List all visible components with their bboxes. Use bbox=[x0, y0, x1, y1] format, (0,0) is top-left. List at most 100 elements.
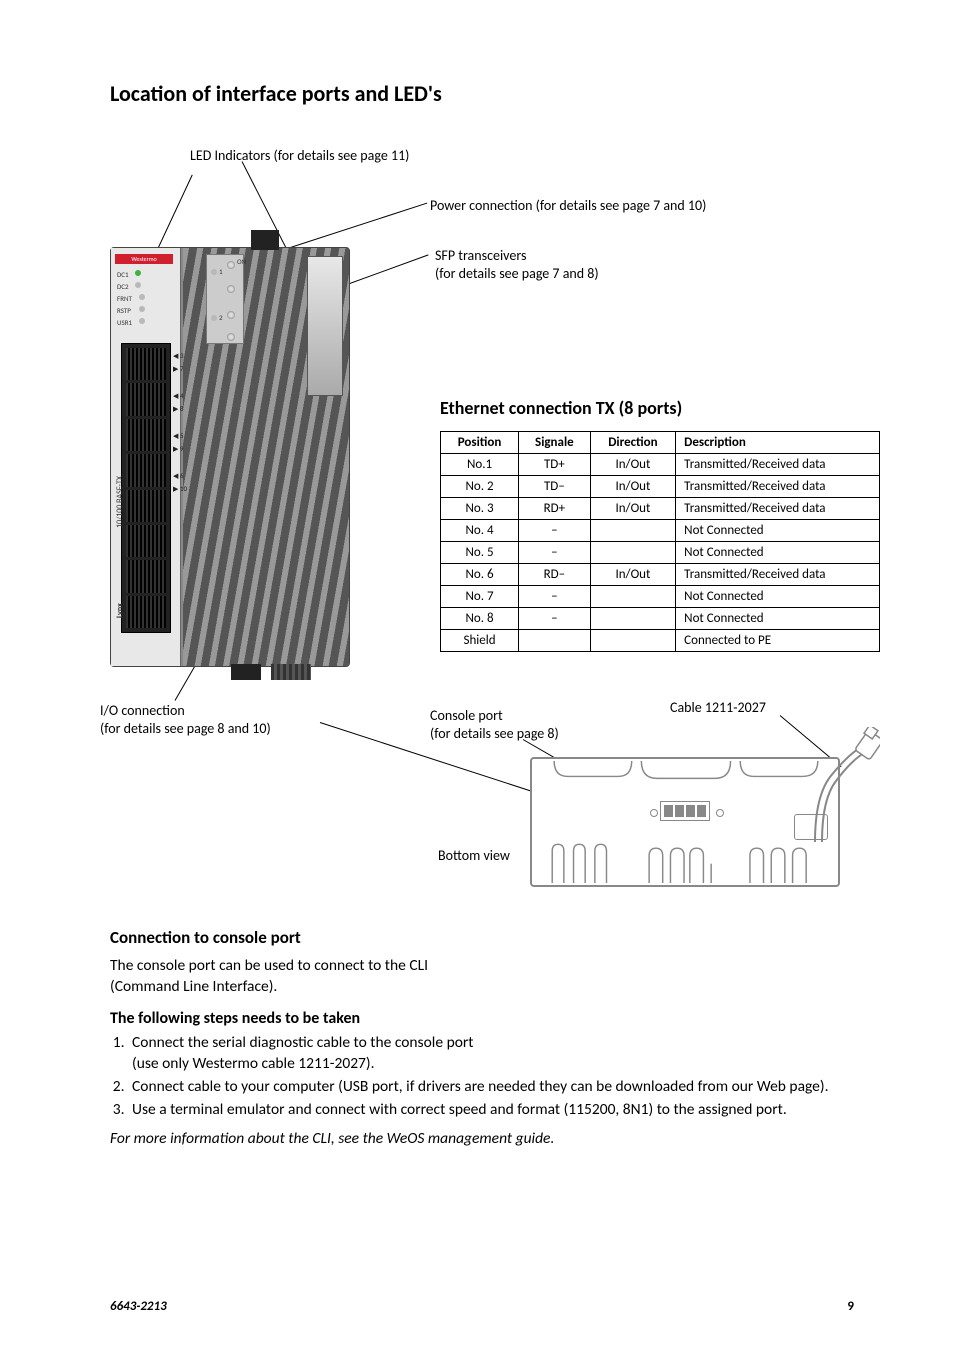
pn: 8 bbox=[180, 404, 184, 413]
rj45-port bbox=[126, 383, 166, 415]
table-cell: No.1 bbox=[441, 454, 519, 476]
rj45-port bbox=[126, 490, 166, 522]
screw-icon bbox=[227, 261, 235, 269]
table-cell: Not Connected bbox=[676, 520, 880, 542]
callout-led-indicators: LED Indicators (for details see page 11) bbox=[190, 147, 409, 165]
table-cell: Not Connected bbox=[676, 608, 880, 630]
p1: The console port can be used to connect … bbox=[110, 956, 428, 975]
table-cell: In/Out bbox=[590, 476, 676, 498]
table-cell bbox=[590, 586, 676, 608]
led-2 bbox=[211, 315, 217, 321]
device-front-panel: Westermo DC1 DC2 FRNT RSTP USR1 bbox=[111, 248, 181, 666]
steps-list: Connect the serial diagnostic cable to t… bbox=[128, 1033, 854, 1121]
step-l1: Use a terminal emulator and connect with… bbox=[132, 1100, 787, 1119]
rj45-port bbox=[126, 454, 166, 486]
screw-icon bbox=[227, 333, 235, 341]
th-direction: Direction bbox=[590, 432, 676, 454]
bottom-view-outline bbox=[530, 757, 840, 887]
table-cell bbox=[590, 542, 676, 564]
bottom-view-illustration bbox=[530, 757, 840, 887]
table-cell: TD– bbox=[519, 476, 591, 498]
table-cell: No. 8 bbox=[441, 608, 519, 630]
page-title: Location of interface ports and LED's bbox=[110, 80, 854, 107]
table-cell: No. 7 bbox=[441, 586, 519, 608]
pn: 4 bbox=[180, 391, 184, 400]
table-cell: Transmitted/Received data bbox=[676, 498, 880, 520]
table-cell: RD+ bbox=[519, 498, 591, 520]
console-connector bbox=[660, 801, 710, 821]
rj45-port bbox=[126, 596, 166, 628]
table-cell bbox=[519, 630, 591, 652]
callout-power: Power connection (for details see page 7… bbox=[430, 197, 706, 215]
table-row: No. 7– Not Connected bbox=[441, 586, 880, 608]
side-panel: ON 1 2 bbox=[206, 254, 244, 344]
console-heading: Connection to console port bbox=[110, 927, 854, 950]
steps-heading: The following steps needs to be taken bbox=[110, 1008, 854, 1030]
led-usr1 bbox=[139, 318, 145, 324]
callout-console-l2: (for details see page 8) bbox=[430, 725, 559, 742]
label-dc1: DC1 bbox=[117, 270, 129, 279]
table-cell: No. 5 bbox=[441, 542, 519, 564]
pn: 6 bbox=[180, 471, 184, 480]
side-label-lynx: Lynx bbox=[115, 603, 125, 618]
pn: 10 bbox=[180, 484, 187, 493]
step-l2: (use only Westermo cable 1211-2027). bbox=[132, 1054, 375, 1073]
cli-note: For more information about the CLI, see … bbox=[110, 1129, 854, 1150]
label-on: ON bbox=[237, 257, 246, 266]
footer: 6643-2213 9 bbox=[110, 1299, 854, 1314]
table-cell: TD+ bbox=[519, 454, 591, 476]
callout-console-l1: Console port bbox=[430, 707, 503, 724]
table-cell: Transmitted/Received data bbox=[676, 564, 880, 586]
table-row: No.1TD+In/OutTransmitted/Received data bbox=[441, 454, 880, 476]
callout-console: Console port (for details see page 8) bbox=[430, 707, 559, 743]
step-item: Connect the serial diagnostic cable to t… bbox=[128, 1033, 854, 1075]
usb-cable-illustration bbox=[810, 727, 880, 847]
table-cell: Not Connected bbox=[676, 586, 880, 608]
table-cell: – bbox=[519, 608, 591, 630]
device-illustration: Westermo DC1 DC2 FRNT RSTP USR1 bbox=[110, 247, 350, 667]
led-frnt bbox=[139, 294, 145, 300]
callout-sfp-l2: (for details see page 7 and 8) bbox=[435, 265, 599, 282]
leader-line bbox=[275, 203, 427, 253]
screw-hole bbox=[716, 809, 724, 817]
table-cell: – bbox=[519, 520, 591, 542]
table-row: No. 8– Not Connected bbox=[441, 608, 880, 630]
led-dc1 bbox=[135, 270, 141, 276]
callout-sfp: SFP transceivers (for details see page 7… bbox=[435, 247, 599, 283]
table-cell: Transmitted/Received data bbox=[676, 454, 880, 476]
rj45-port bbox=[126, 348, 166, 380]
table-cell: RD– bbox=[519, 564, 591, 586]
table-cell: No. 3 bbox=[441, 498, 519, 520]
port-numbers: ◀ 3 ▶ 7 ◀ 4 ▶ 8 ◀ 5 ▶ 9 ◀ 6 ▶ 10 bbox=[173, 348, 187, 492]
label-usr1: USR1 bbox=[117, 318, 132, 327]
step-l1: Connect the serial diagnostic cable to t… bbox=[132, 1033, 473, 1052]
label-n1: 1 bbox=[219, 267, 223, 276]
footer-doc-number: 6643-2213 bbox=[110, 1299, 167, 1314]
label-dc2: DC2 bbox=[117, 282, 129, 291]
table-cell: – bbox=[519, 586, 591, 608]
sfp-cage bbox=[307, 256, 343, 396]
table-cell: – bbox=[519, 542, 591, 564]
table-cell bbox=[590, 520, 676, 542]
diagram-area: LED Indicators (for details see page 11)… bbox=[110, 147, 854, 927]
side-label-basetx: 10/100 BASE-TX bbox=[115, 476, 125, 528]
bottom-io bbox=[231, 664, 261, 680]
screw-icon bbox=[227, 285, 235, 293]
table-cell: Transmitted/Received data bbox=[676, 476, 880, 498]
body-text: Connection to console port The console p… bbox=[110, 927, 854, 1150]
power-terminal bbox=[251, 230, 279, 250]
ethernet-title: Ethernet connection TX (8 ports) bbox=[440, 397, 880, 419]
table-cell: Shield bbox=[441, 630, 519, 652]
led-rstp bbox=[139, 306, 145, 312]
table-cell: No. 2 bbox=[441, 476, 519, 498]
pn: 7 bbox=[180, 364, 184, 373]
screw-icon bbox=[227, 311, 235, 319]
callout-cable: Cable 1211-2027 bbox=[670, 699, 766, 717]
table-cell bbox=[590, 630, 676, 652]
table-row: ShieldConnected to PE bbox=[441, 630, 880, 652]
table-cell: In/Out bbox=[590, 498, 676, 520]
label-frnt: FRNT bbox=[117, 294, 132, 303]
table-row: No. 5–Not Connected bbox=[441, 542, 880, 564]
label-rstp: RSTP bbox=[117, 306, 131, 315]
th-position: Position bbox=[441, 432, 519, 454]
